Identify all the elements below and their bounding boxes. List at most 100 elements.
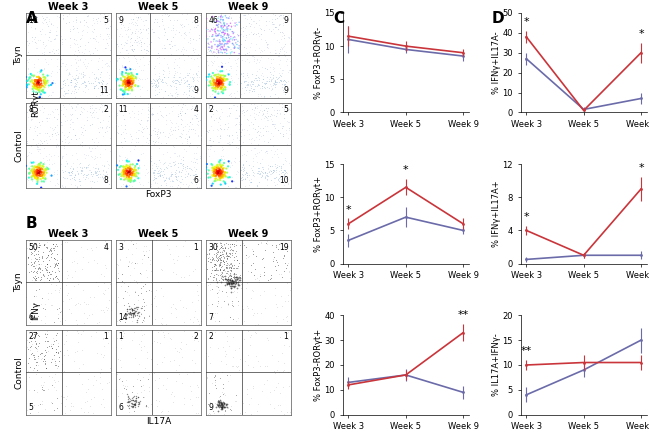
Point [98, 175, 109, 181]
Point [169, 260, 179, 267]
Point [209, 172, 220, 179]
Point [280, 42, 290, 49]
Point [234, 50, 244, 57]
Point [187, 47, 198, 54]
Point [57, 167, 68, 174]
Point [98, 35, 108, 42]
Point [177, 166, 187, 173]
Point [252, 77, 263, 84]
Point [278, 169, 288, 176]
Point [58, 111, 68, 118]
Point [27, 105, 38, 111]
Point [213, 79, 224, 86]
Point [81, 12, 92, 19]
Point [213, 397, 223, 404]
Point [267, 11, 278, 18]
Point [188, 56, 199, 63]
Point [155, 130, 165, 137]
Point [238, 259, 248, 266]
Point [274, 101, 284, 108]
Point [126, 30, 136, 37]
Point [48, 22, 58, 29]
Point [72, 103, 82, 110]
Point [280, 78, 290, 85]
Point [168, 21, 178, 28]
Point [134, 162, 144, 169]
Point [255, 116, 266, 123]
Point [217, 389, 228, 396]
Point [126, 73, 136, 79]
Point [50, 105, 60, 112]
Point [77, 79, 87, 86]
Point [39, 279, 49, 286]
Point [131, 398, 142, 405]
Point [229, 29, 239, 36]
Point [171, 366, 181, 373]
Point [226, 14, 236, 21]
Point [52, 175, 62, 182]
Point [29, 83, 39, 89]
Point [128, 401, 138, 408]
Point [206, 143, 216, 150]
Point [125, 73, 135, 80]
Point [23, 174, 34, 181]
Point [283, 67, 294, 73]
Point [219, 19, 229, 26]
Point [192, 183, 202, 190]
Point [265, 166, 276, 173]
Point [120, 64, 131, 71]
Point [29, 356, 39, 362]
Point [240, 24, 250, 31]
Point [263, 54, 274, 61]
Point [86, 114, 97, 121]
Point [170, 173, 180, 180]
Point [184, 133, 194, 140]
Point [231, 120, 241, 127]
Point [124, 57, 134, 64]
Point [128, 81, 138, 88]
Point [128, 403, 138, 410]
Point [242, 81, 253, 88]
Point [70, 75, 81, 82]
Point [151, 237, 161, 244]
Point [262, 108, 272, 115]
Point [47, 130, 58, 137]
Point [218, 247, 229, 254]
Point [38, 105, 49, 112]
Point [162, 374, 172, 381]
Point [216, 245, 227, 252]
Point [211, 25, 221, 32]
Point [188, 74, 199, 81]
Point [65, 175, 75, 182]
Point [103, 62, 114, 69]
Point [229, 33, 240, 40]
Point [33, 332, 44, 339]
Point [58, 91, 68, 98]
Point [264, 77, 274, 84]
Point [217, 44, 228, 51]
Point [132, 71, 142, 78]
Point [127, 172, 137, 179]
Point [124, 182, 135, 189]
Point [83, 386, 93, 393]
Point [52, 140, 62, 147]
Point [150, 83, 161, 90]
Point [115, 86, 125, 93]
Point [218, 78, 229, 85]
Point [47, 373, 57, 380]
Point [224, 15, 234, 22]
Text: 2: 2 [209, 333, 213, 341]
Point [208, 37, 218, 44]
Point [127, 80, 137, 87]
Point [122, 183, 132, 190]
Point [123, 398, 133, 405]
Point [40, 129, 50, 136]
Point [185, 165, 195, 172]
Point [70, 300, 81, 307]
Point [224, 81, 235, 88]
Point [72, 327, 83, 334]
Point [27, 168, 38, 175]
Point [232, 22, 242, 29]
Point [131, 19, 142, 26]
Point [172, 113, 183, 120]
